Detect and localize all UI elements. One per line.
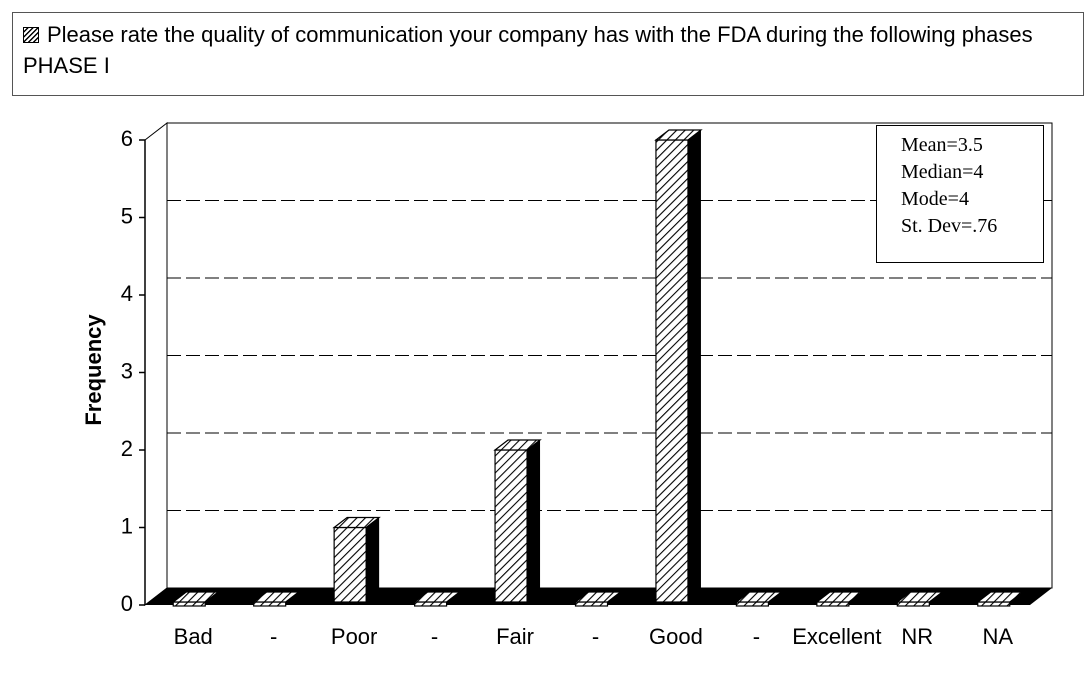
annotation: Median=4 [901,161,984,183]
bar [332,516,381,603]
side-wall [144,121,168,607]
bar-front [494,449,528,603]
x-tick-label: - [592,624,599,649]
bar-top [734,591,784,603]
annotation: St. Dev=.76 [901,215,998,237]
bar-side [366,517,380,602]
bar-top [573,591,623,603]
y-axis-label: Frequency [81,314,106,426]
annotation: Mean=3.5 [901,134,983,156]
bar [251,591,301,607]
bar [654,129,703,603]
bar-side [687,130,701,602]
bar-top [815,591,864,603]
bar [412,591,462,607]
x-tick-label: Poor [331,624,377,649]
bar-top [654,129,703,141]
bar-top [332,516,381,529]
y-tick-label: 0 [121,591,133,616]
bar-top [412,591,462,603]
x-tick-label: Good [649,624,703,649]
x-tick-label: Excellent [792,624,881,649]
y-tick-label: 6 [121,126,133,151]
legend-label: Please rate the quality of communication… [23,22,1033,78]
x-tick-label: Bad [174,624,213,649]
y-tick-label: 5 [121,203,133,228]
bar-top [493,439,542,451]
y-tick-label: 4 [121,281,133,306]
bar-top [251,591,301,603]
bar [171,591,220,607]
x-tick-label: - [753,624,760,649]
bar [573,591,623,607]
bar [895,591,945,607]
bar [493,439,542,603]
y-tick-label: 2 [121,436,133,461]
bar-top [895,591,945,603]
legend: Please rate the quality of communication… [12,12,1084,96]
x-tick-label: - [431,624,438,649]
bar-front [333,526,367,603]
y-tick-label: 1 [121,513,133,538]
x-tick-label: Fair [496,624,534,649]
bar [734,591,784,607]
stats-box: Mean=3.5 Median=4 Mode=4 St. Dev=.76 [876,125,1044,263]
bar [976,591,1025,607]
legend-swatch [23,27,39,43]
bar-front [655,139,689,603]
x-tick-label: NR [901,624,933,649]
annotation: Mode=4 [901,188,969,210]
y-tick-label: 3 [121,358,133,383]
x-tick-label: - [270,624,277,649]
bar-top [976,591,1025,603]
bar [815,591,864,607]
bar-side [527,440,541,602]
x-tick-label: NA [982,624,1013,649]
bar-top [171,591,220,603]
